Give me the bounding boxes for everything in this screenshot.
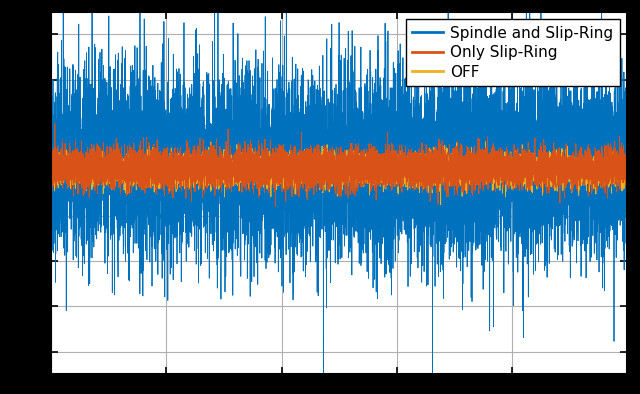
Only Slip-Ring [50,181,58,186]
OFF [593,171,600,175]
Spindle and Slip-Ring [160,164,168,169]
Line: Only Slip-Ring: Only Slip-Ring [51,123,627,206]
Spindle and Slip-Ring [593,143,600,147]
Only Slip-Ring [593,163,600,167]
OFF [160,181,168,186]
Legend: Spindle and Slip-Ring, Only Slip-Ring, OFF: Spindle and Slip-Ring, Only Slip-Ring, O… [406,19,620,86]
Only Slip-Ring [71,174,79,179]
Only Slip-Ring [51,121,59,126]
Spindle and Slip-Ring [47,139,55,143]
Spindle and Slip-Ring [623,132,631,137]
Only Slip-Ring [82,173,90,177]
Line: OFF: OFF [51,142,627,205]
OFF [50,177,58,182]
OFF [437,203,445,207]
Spindle and Slip-Ring [82,181,90,186]
OFF [82,170,90,175]
Only Slip-Ring [47,170,55,175]
Only Slip-Ring [329,147,337,152]
OFF [329,177,337,182]
OFF [71,163,79,167]
Only Slip-Ring [623,171,631,176]
Spindle and Slip-Ring [50,194,58,199]
Spindle and Slip-Ring [329,132,337,137]
OFF [623,174,631,178]
OFF [47,173,55,177]
Spindle and Slip-Ring [71,146,79,151]
Line: Spindle and Slip-Ring: Spindle and Slip-Ring [51,0,627,394]
Only Slip-Ring [161,160,168,165]
Only Slip-Ring [271,204,279,209]
OFF [482,139,490,144]
